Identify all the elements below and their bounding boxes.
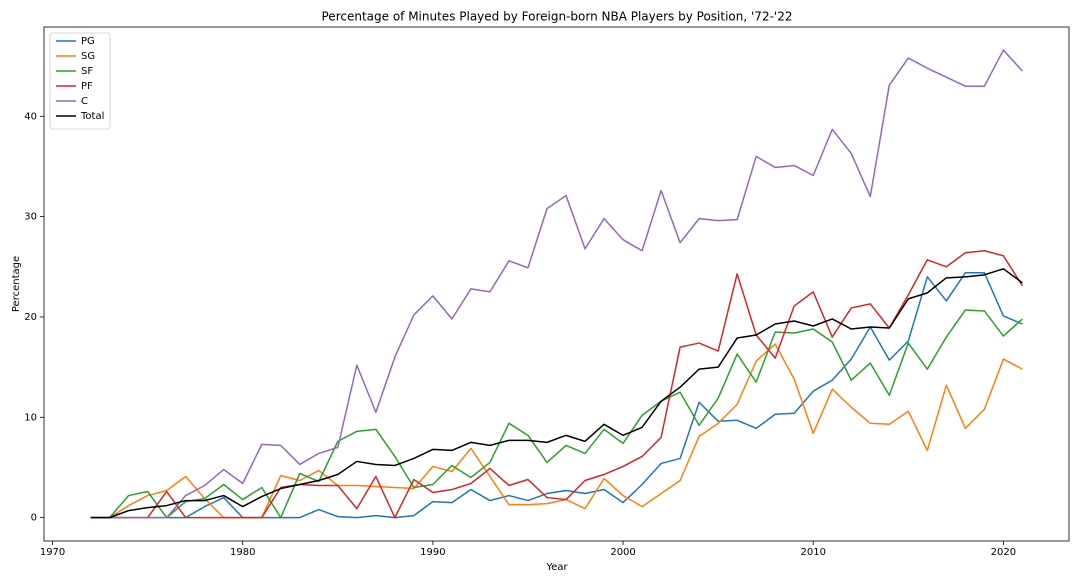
- y-tick-label: 20: [24, 312, 37, 323]
- y-tick-label: 30: [24, 212, 37, 223]
- plot-area: [43, 26, 1070, 542]
- x-axis-label: Year: [545, 562, 568, 573]
- legend: PG SG SF PF C Total: [49, 32, 111, 130]
- y-tick-label: 0: [31, 513, 37, 524]
- x-tick-label: 1990: [420, 547, 445, 558]
- legend-label: SG: [81, 51, 95, 62]
- series-line: [90, 309, 1023, 519]
- chart-title: Percentage of Minutes Played by Foreign-…: [322, 10, 793, 24]
- legend-box: [49, 32, 111, 130]
- series-line: [90, 249, 1024, 519]
- x-tick-label: 2010: [800, 547, 825, 558]
- legend-label: C: [81, 96, 88, 107]
- legend-label: PF: [81, 81, 93, 92]
- x-tick-label: 1980: [230, 547, 255, 558]
- series-line: [90, 268, 1023, 519]
- series-line: [90, 272, 1023, 519]
- y-tick-label: 40: [24, 111, 37, 122]
- legend-label: PG: [81, 36, 95, 47]
- legend-label: Total: [80, 111, 104, 122]
- legend-label: SF: [81, 66, 93, 77]
- y-tick-label: 10: [24, 412, 37, 423]
- series-line: [90, 49, 1023, 519]
- x-tick-label: 2020: [991, 547, 1016, 558]
- x-tick-label: 2000: [610, 547, 635, 558]
- x-tick-label: 1970: [40, 547, 65, 558]
- y-axis-label: Percentage: [11, 256, 22, 312]
